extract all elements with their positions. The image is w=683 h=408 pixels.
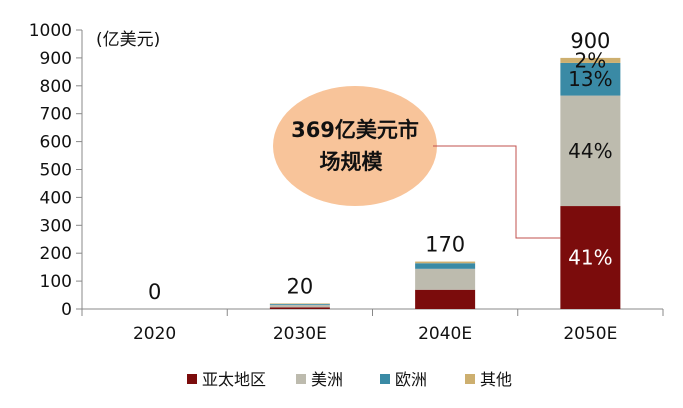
segment-percent-label: 41% [568, 246, 612, 270]
annotation-text-line1: 369亿美元市 [291, 118, 419, 142]
legend-label: 亚太地区 [202, 370, 266, 389]
y-tick-label: 1000 [29, 21, 72, 41]
segment-percent-label: 13% [568, 67, 612, 91]
bar-segment [415, 268, 476, 290]
annotation-connector [433, 145, 561, 239]
bar-total-label: 900 [570, 29, 610, 53]
y-tick-label: 700 [40, 105, 72, 125]
y-tick-label: 100 [40, 272, 72, 292]
y-tick-label: 400 [40, 188, 72, 208]
unit-label: (亿美元) [96, 30, 160, 50]
y-tick-label: 500 [40, 161, 72, 181]
annotation-bubble [273, 86, 437, 206]
bar-segment [269, 303, 330, 305]
y-tick-label: 600 [40, 133, 72, 153]
y-tick-label: 0 [61, 300, 72, 320]
bar-segment [269, 307, 330, 309]
y-tick-label: 800 [40, 77, 72, 97]
bar-segment [269, 304, 330, 308]
bar-total-label: 20 [287, 274, 314, 298]
bar-segment [560, 62, 621, 96]
bar-segment [415, 261, 476, 264]
bar-segment [560, 95, 621, 207]
x-tick-label: 2050E [563, 324, 617, 344]
legend: 亚太地区 美洲 欧洲 其他 [187, 370, 512, 389]
legend-swatch [465, 374, 475, 384]
bar-segment [560, 206, 621, 309]
x-tick-label: 2020 [133, 324, 176, 344]
x-tick-label: 2030E [273, 324, 327, 344]
bar-segment [415, 263, 476, 269]
legend-swatch [296, 374, 306, 384]
bar-segment [415, 289, 476, 309]
annotation-text-line2: 场规模 [320, 150, 384, 174]
y-axis: 0 100 200 300 400 500 600 700 800 900 1000 [29, 21, 83, 320]
x-tick-label: 2040E [418, 324, 472, 344]
segment-percent-label: 2% [575, 48, 607, 72]
legend-swatch [187, 374, 197, 384]
x-axis: 2020 2030E 2040E 2050E [81, 308, 664, 344]
bar-total-label: 170 [425, 233, 465, 257]
legend-swatch [380, 374, 390, 384]
legend-label: 欧洲 [395, 370, 427, 389]
legend-label: 其他 [480, 370, 512, 389]
y-tick-label: 200 [40, 244, 72, 264]
bar-total-label: 0 [148, 280, 161, 304]
y-tick-label: 900 [40, 49, 72, 69]
legend-label: 美洲 [311, 370, 343, 389]
bars: 0 20 170 900 41% 44% 13%2% [148, 29, 621, 309]
bar-segment [269, 303, 330, 304]
bar-segment [560, 57, 621, 63]
y-tick-label: 300 [40, 216, 72, 236]
segment-percent-label: 44% [568, 139, 612, 163]
